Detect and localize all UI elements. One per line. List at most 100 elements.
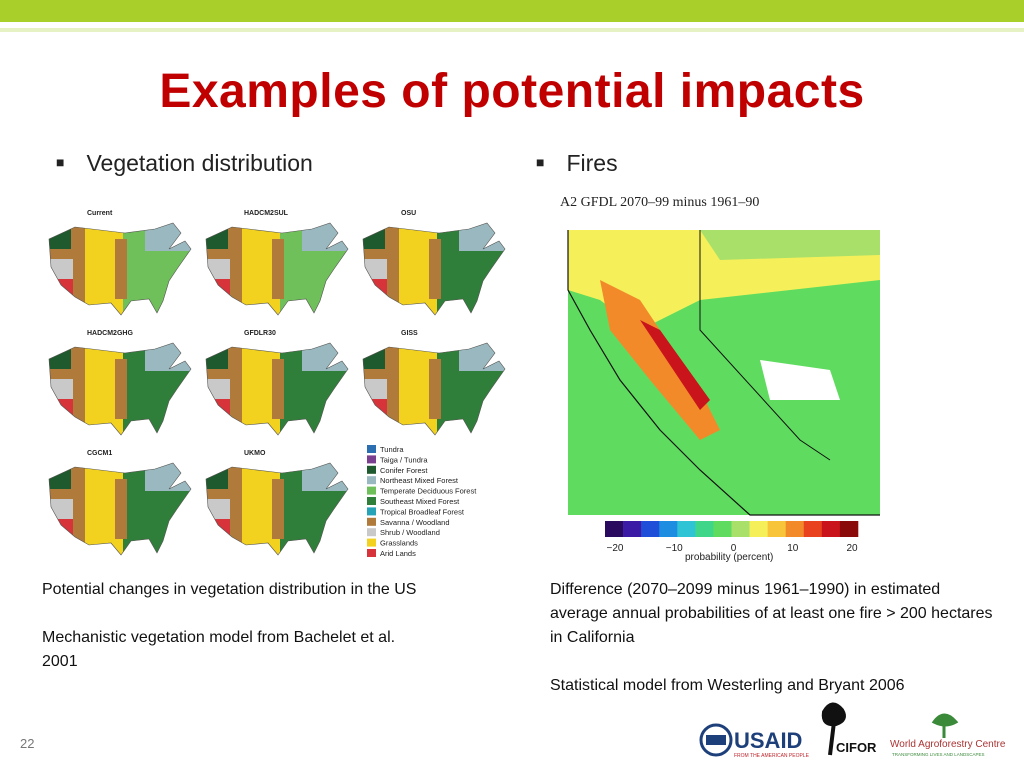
top-line — [0, 28, 1024, 32]
map-region — [760, 360, 840, 400]
map-fill — [49, 463, 191, 555]
caption-text: Mechanistic vegetation model from Bachel… — [42, 629, 396, 670]
outline — [205, 462, 349, 556]
legend-swatch — [367, 528, 376, 537]
logo-text: World Agroforestry Centre — [890, 739, 1006, 750]
map-fill — [363, 223, 505, 315]
legend-label: Tundra — [380, 445, 404, 454]
map-label: OSU — [401, 210, 416, 217]
legend-label: Shrub / Woodland — [380, 528, 440, 537]
outline — [205, 342, 349, 436]
logo-text: TRANSFORMING LIVES AND LANDSCAPES — [892, 752, 985, 757]
colorbar-label: probability (percent) — [685, 552, 773, 563]
legend-label: Arid Lands — [380, 549, 416, 558]
fire-map — [567, 230, 880, 516]
colorbar-cell — [821, 521, 841, 537]
top-bar — [0, 0, 1024, 22]
colorbar-tick: 0 — [731, 543, 737, 554]
us-map — [48, 462, 192, 556]
map-label: UKMO — [244, 450, 266, 457]
caption-text: Statistical model from Westerling and Br… — [550, 677, 905, 694]
map-region — [700, 230, 880, 260]
region — [369, 399, 387, 419]
map-fill — [49, 343, 191, 435]
colorbar-cell — [749, 521, 768, 537]
legend-swatch — [367, 465, 376, 474]
region — [212, 399, 230, 419]
caption: Potential changes in vegetation distribu… — [42, 578, 427, 698]
legend-swatch — [367, 497, 376, 505]
map-label: GISS — [401, 330, 418, 337]
logos: USAID FROM THE AMERICAN PEOPLE CIFOR Wor… — [699, 702, 1006, 759]
colorbar-tick: −20 — [607, 543, 624, 554]
bullet-text: Vegetation distribution — [86, 150, 313, 176]
bullet-text: Fires — [566, 150, 618, 176]
outline — [362, 222, 506, 316]
colorbar-cell — [785, 521, 805, 537]
map-label: Current — [87, 210, 113, 217]
legend-swatch — [367, 549, 376, 557]
us-map — [205, 462, 349, 556]
map-label: GFDLR30 — [244, 330, 276, 337]
colorbar-cell — [713, 521, 732, 537]
region — [212, 279, 230, 299]
legend-label: Conifer Forest — [380, 466, 428, 475]
legend-label: Grasslands — [380, 539, 418, 548]
us-map — [362, 222, 506, 316]
colorbar-tick: 20 — [846, 543, 858, 554]
map-region — [640, 320, 710, 410]
map-fill — [206, 223, 348, 315]
us-map — [362, 342, 506, 436]
us-map — [48, 342, 192, 436]
map-label: HADCM2SUL — [244, 210, 289, 217]
coast — [567, 230, 880, 516]
logo-text: USAID — [734, 728, 802, 753]
outline — [48, 342, 192, 436]
colorbar-cell — [659, 521, 678, 537]
legend-swatch — [367, 486, 376, 495]
us-map — [205, 342, 349, 436]
legend-label: Southeast Mixed Forest — [380, 497, 460, 506]
logo-text: FROM THE AMERICAN PEOPLE — [734, 753, 810, 759]
us-map — [205, 222, 349, 316]
map-fill — [206, 343, 348, 435]
region — [369, 279, 387, 299]
region — [115, 359, 127, 419]
legend-label: Savanna / Woodland — [380, 518, 450, 527]
region — [115, 479, 127, 539]
map-label: CGCM1 — [87, 450, 112, 457]
colorbar-cell — [641, 521, 660, 537]
colorbar-cell — [623, 521, 642, 537]
outline — [362, 342, 506, 436]
region — [55, 519, 73, 539]
region — [272, 359, 284, 419]
legend-label: Temperate Deciduous Forest — [380, 487, 477, 496]
map-fill — [49, 223, 191, 315]
region — [115, 239, 127, 299]
region — [55, 399, 73, 419]
map-fill — [363, 343, 505, 435]
page-number: 22 — [20, 736, 35, 751]
caption: Difference (2070–2099 minus 1961–1990) i… — [550, 578, 995, 722]
outline — [205, 222, 349, 316]
map-region — [600, 280, 720, 440]
caption-text: Difference (2070–2099 minus 1961–1990) i… — [550, 581, 993, 646]
legend-swatch — [367, 476, 376, 485]
slide-title: Examples of potential impacts — [159, 65, 865, 118]
outline — [48, 222, 192, 316]
colorbar-cell — [677, 521, 696, 537]
logo-text: CIFOR — [836, 740, 877, 755]
legend-swatch — [367, 538, 376, 547]
colorbar-cell — [695, 521, 714, 537]
legend-swatch — [367, 507, 376, 516]
colorbar-cell — [803, 521, 823, 537]
region — [429, 359, 441, 419]
region — [272, 239, 284, 299]
colorbar-cell — [731, 521, 750, 537]
map-label: HADCM2GHG — [87, 330, 133, 337]
map-title: A2 GFDL 2070–99 minus 1961–90 — [560, 195, 759, 210]
outline — [48, 462, 192, 556]
region — [55, 279, 73, 299]
